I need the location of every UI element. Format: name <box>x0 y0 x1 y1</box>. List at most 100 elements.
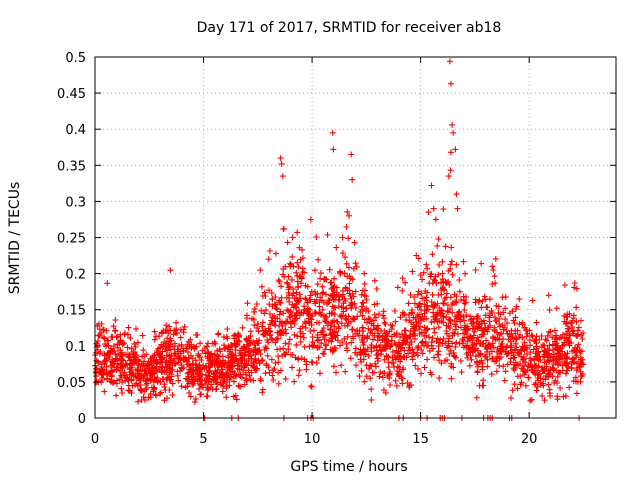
data-point <box>221 345 228 352</box>
data-point <box>317 310 324 317</box>
data-point <box>415 301 422 308</box>
data-point <box>478 304 485 311</box>
data-point <box>312 267 318 274</box>
data-point <box>338 320 345 327</box>
data-point <box>101 351 108 358</box>
data-point <box>302 324 309 331</box>
data-point <box>415 365 421 372</box>
data-point <box>313 234 320 240</box>
data-point <box>304 299 311 306</box>
data-point <box>334 337 341 344</box>
data-point <box>542 376 549 383</box>
data-point <box>579 336 586 342</box>
data-point <box>438 318 445 325</box>
data-point <box>299 265 306 272</box>
data-point <box>349 276 356 283</box>
data-point <box>239 324 246 331</box>
data-point <box>341 335 348 342</box>
data-point <box>497 311 504 318</box>
data-point <box>500 363 507 370</box>
data-point <box>271 313 278 319</box>
data-point <box>164 395 170 402</box>
data-point <box>458 369 465 375</box>
data-point <box>223 394 230 401</box>
data-point <box>270 377 277 383</box>
data-point <box>312 300 319 307</box>
data-point <box>118 349 125 356</box>
data-point <box>218 360 225 367</box>
data-point <box>139 332 146 339</box>
data-point <box>563 370 569 377</box>
data-point <box>342 254 349 261</box>
data-point <box>159 330 165 337</box>
data-point <box>428 299 435 305</box>
data-point <box>140 394 147 400</box>
data-point <box>329 129 336 136</box>
data-point <box>350 333 356 340</box>
data-point <box>493 318 500 325</box>
data-point <box>405 300 412 307</box>
data-point <box>394 363 401 370</box>
data-point <box>266 328 273 335</box>
data-point <box>269 303 276 310</box>
data-point <box>205 372 211 379</box>
data-point <box>453 299 460 306</box>
data-point <box>262 370 269 377</box>
data-point <box>364 334 370 341</box>
data-point <box>171 327 178 334</box>
data-point <box>331 275 337 282</box>
data-point <box>203 393 210 400</box>
chart-title: Day 171 of 2017, SRMTID for receiver ab1… <box>197 20 502 36</box>
data-point <box>354 313 361 320</box>
data-point <box>525 374 532 381</box>
data-point <box>483 337 490 344</box>
data-point <box>411 294 418 301</box>
data-point <box>251 305 258 312</box>
data-point <box>389 333 395 340</box>
data-point <box>296 244 303 251</box>
data-point <box>277 328 284 335</box>
data-point <box>344 208 351 215</box>
data-point <box>153 392 160 399</box>
data-point <box>245 367 252 374</box>
data-point <box>186 366 193 373</box>
data-point <box>178 364 185 371</box>
data-point <box>401 347 408 354</box>
data-point <box>294 284 301 291</box>
x-tick-label: 5 <box>199 432 207 447</box>
data-point <box>384 332 391 339</box>
data-point <box>349 326 356 333</box>
data-point <box>332 345 339 352</box>
data-point <box>98 361 105 368</box>
data-point <box>159 363 166 370</box>
data-point <box>448 375 455 382</box>
data-point <box>573 367 580 374</box>
data-point <box>566 340 573 347</box>
data-point <box>358 291 365 298</box>
data-point <box>521 371 528 378</box>
data-point <box>229 356 236 362</box>
data-point <box>130 350 136 357</box>
data-point <box>323 318 329 325</box>
data-point <box>436 339 443 346</box>
data-point <box>322 346 329 353</box>
data-point <box>259 389 266 396</box>
data-point <box>317 294 324 301</box>
data-point <box>571 346 578 353</box>
data-point <box>380 308 387 315</box>
data-point <box>282 340 289 347</box>
data-point <box>529 297 536 304</box>
data-point <box>481 320 488 327</box>
data-point <box>260 331 267 337</box>
data-point <box>276 329 283 336</box>
data-point <box>423 294 430 301</box>
data-point <box>140 347 147 354</box>
data-point <box>298 280 305 287</box>
data-point <box>282 351 289 358</box>
data-point <box>540 342 546 348</box>
data-point <box>447 167 454 174</box>
data-point <box>133 325 139 332</box>
data-point <box>555 344 561 351</box>
data-point <box>303 366 310 373</box>
data-point <box>115 350 121 357</box>
